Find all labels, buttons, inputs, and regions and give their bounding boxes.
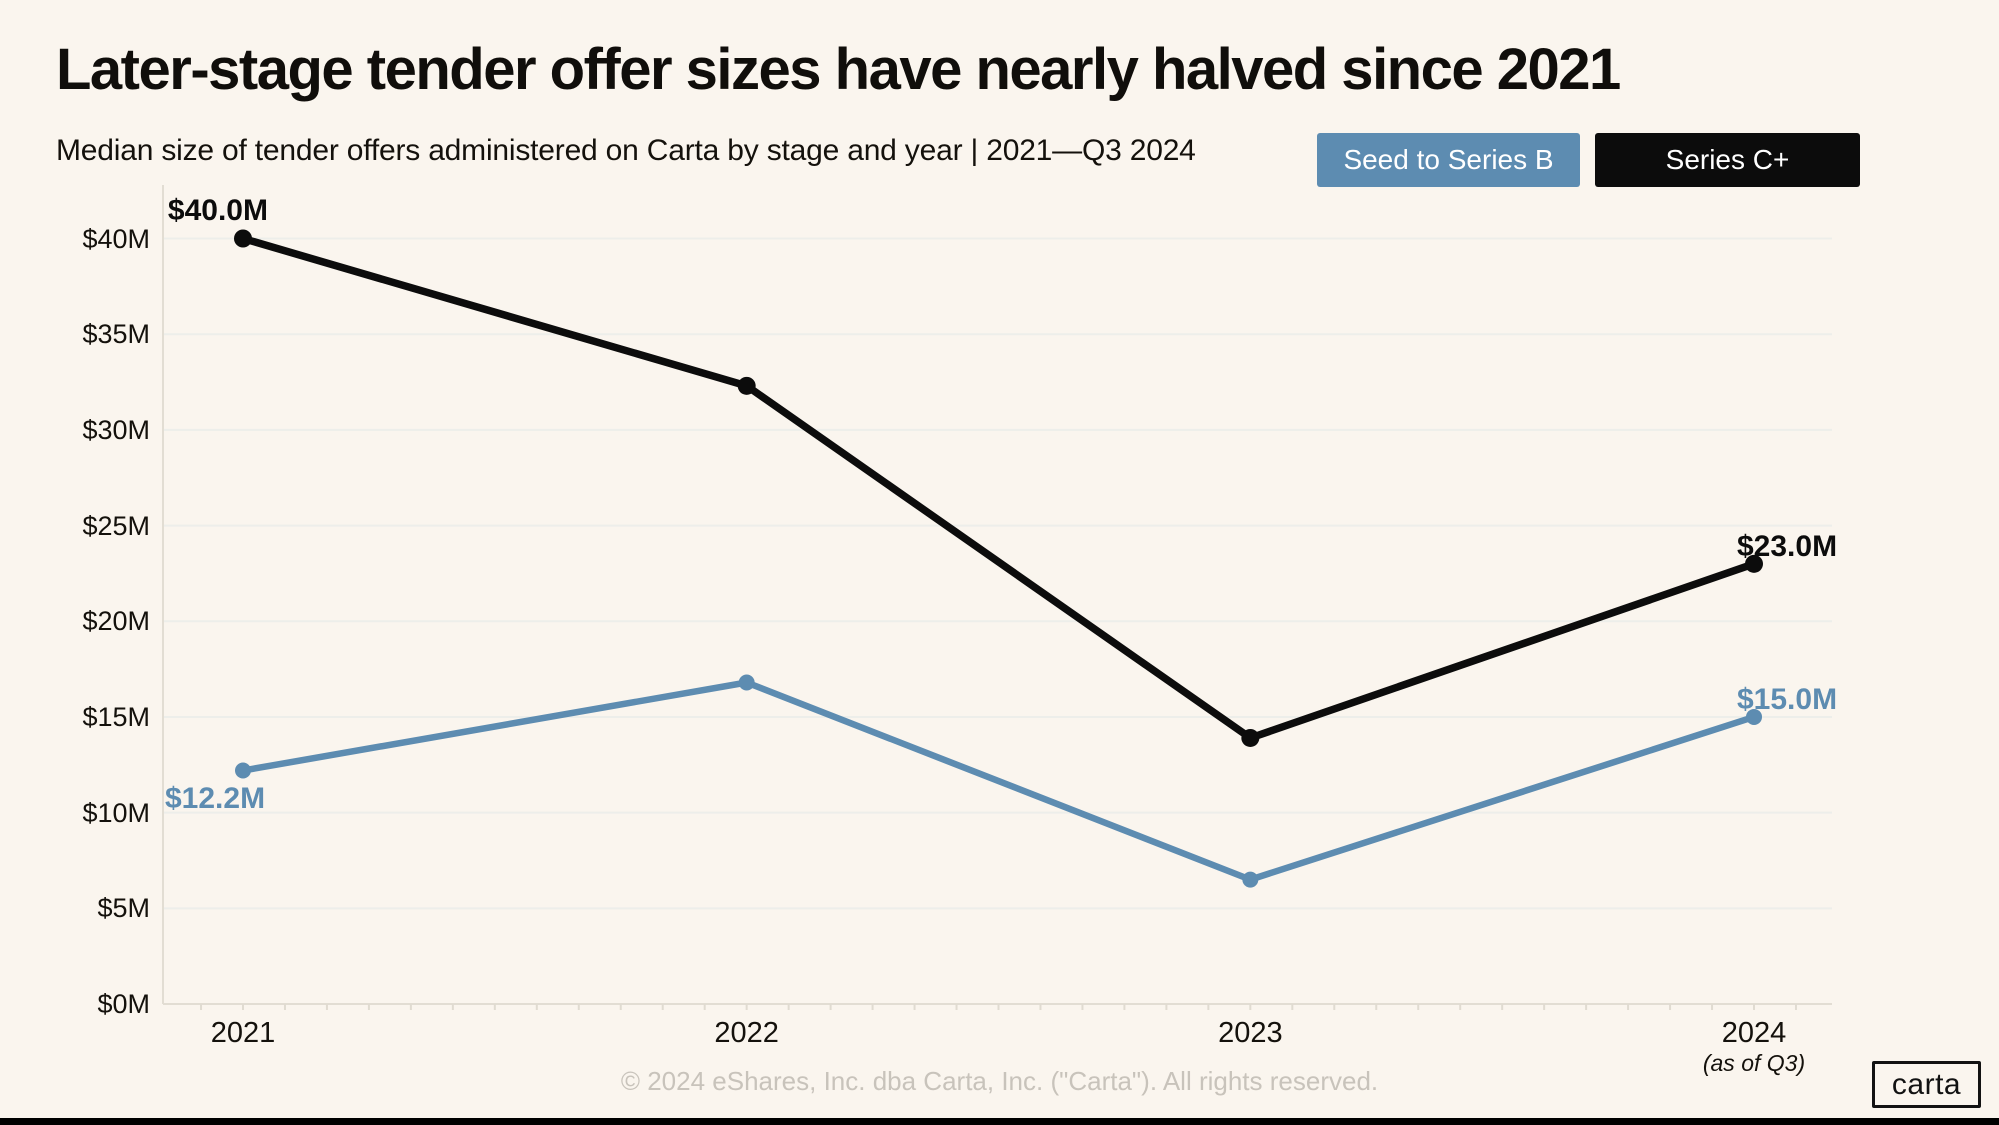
y-axis-tick-label: $30M — [82, 414, 150, 445]
page-title: Later-stage tender offer sizes have near… — [56, 37, 1621, 102]
carta-logo: carta — [1872, 1061, 1981, 1108]
y-axis-tick-label: $0M — [97, 989, 150, 1019]
x-axis-tick-label: 2022 — [714, 1017, 779, 1049]
legend-label: Series C+ — [1665, 144, 1790, 175]
x-axis-tick-label: 2023 — [1218, 1017, 1283, 1049]
x-axis-tick-label: 2024 — [1721, 1017, 1787, 1049]
y-axis-tick-label: $5M — [97, 893, 150, 924]
data-point-value-label: $23.0M — [1737, 529, 1838, 563]
y-axis-tick-label: $40M — [82, 223, 150, 254]
y-axis-tick-label: $15M — [82, 701, 150, 732]
y-axis-tick-label: $10M — [82, 797, 150, 828]
data-point — [1746, 708, 1763, 725]
series-line-1 — [239, 234, 1758, 742]
series-line-0 — [239, 679, 1758, 883]
data-point — [1242, 871, 1259, 888]
y-axis-tick-label: $35M — [82, 319, 150, 350]
chart-subtitle: Median size of tender offers administere… — [56, 134, 1196, 167]
carta-logo-text: carta — [1891, 1067, 1962, 1101]
y-axis-tick-label: $25M — [82, 510, 150, 541]
data-point-value-label: $12.2M — [165, 781, 266, 815]
legend-button-series-c-plus[interactable]: Series C+ — [1595, 133, 1860, 187]
legend-button-seed-to-series-b[interactable]: Seed to Series B — [1317, 133, 1580, 187]
data-point-value-label: $40.0M — [167, 193, 268, 227]
x-axis-note: (as of Q3) — [1702, 1050, 1806, 1076]
data-point — [1241, 728, 1260, 747]
data-point — [235, 762, 251, 779]
data-point — [737, 376, 756, 395]
copyright-text: © 2024 eShares, Inc. dba Carta, Inc. ("C… — [620, 1066, 1379, 1096]
data-point — [738, 674, 755, 691]
data-point-value-label: $15.0M — [1737, 682, 1838, 716]
bottom-edge-bar — [0, 1118, 1999, 1125]
x-axis-tick-label: 2021 — [210, 1017, 276, 1049]
data-point — [1745, 554, 1764, 573]
data-point — [234, 229, 252, 248]
y-axis-tick-label: $20M — [82, 606, 150, 637]
legend-label: Seed to Series B — [1343, 144, 1554, 175]
